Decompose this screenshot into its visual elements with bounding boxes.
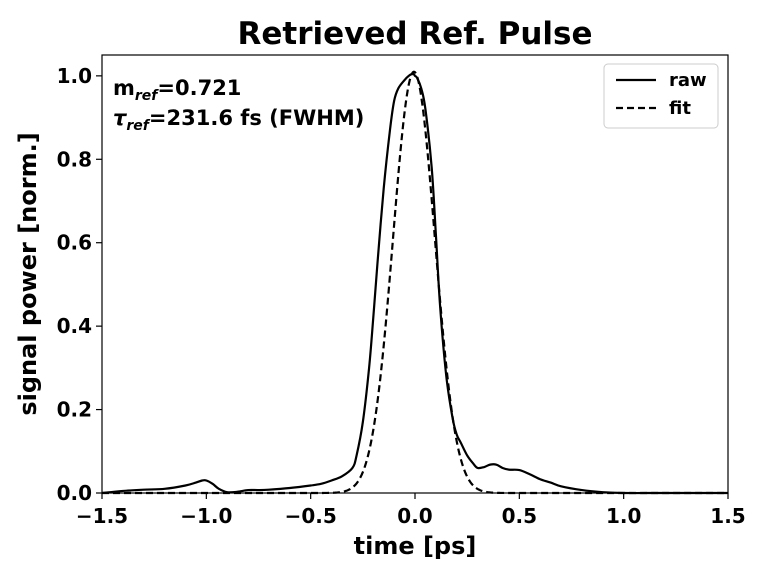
plot-frame (101, 54, 729, 494)
x-axis-label: time [ps] (354, 532, 477, 560)
legend-raw-label: raw (669, 70, 707, 91)
chart-title: Retrieved Ref. Pulse (237, 16, 592, 52)
y-axis-label: signal power [norm.] (14, 132, 42, 415)
y-tick-label: 0.8 (57, 147, 92, 171)
annotation-m-value: =0.721 (157, 76, 241, 100)
x-tick-label: −0.5 (285, 504, 337, 528)
y-axis: 0.0 0.2 0.4 0.6 0.8 1.0 (57, 64, 102, 505)
annotation-m-main: m (113, 76, 135, 100)
annotation-m-sub: ref (135, 88, 159, 104)
x-tick-label: 0.0 (397, 504, 432, 528)
y-tick-label: 1.0 (57, 64, 92, 88)
y-tick-label: 0.6 (57, 231, 92, 255)
x-tick-label: 1.5 (710, 504, 745, 528)
series-fit-line (102, 70, 728, 495)
series-raw-line (101, 72, 728, 495)
annotation-tau-ref: τref=231.6 fs (FWHM) (113, 106, 364, 134)
y-tick-label: 0.4 (57, 314, 92, 338)
x-axis: −1.5 −1.0 −0.5 0.0 0.5 1.0 1.5 (76, 493, 746, 528)
plot-area (101, 70, 728, 495)
legend-fit-label: fit (669, 98, 691, 119)
legend: raw fit (603, 63, 719, 129)
annotation-m-ref: mref=0.721 (113, 76, 241, 104)
x-tick-label: 1.0 (606, 504, 641, 528)
annotation-tau-value: =231.6 fs (FWHM) (149, 106, 364, 130)
annotation-tau-main: τ (113, 106, 127, 130)
y-tick-label: 0.0 (57, 481, 92, 505)
x-tick-label: −1.0 (180, 504, 232, 528)
x-tick-label: 0.5 (502, 504, 537, 528)
annotation-tau-sub: ref (126, 118, 150, 134)
y-tick-label: 0.2 (57, 398, 92, 422)
x-tick-label: −1.5 (76, 504, 128, 528)
